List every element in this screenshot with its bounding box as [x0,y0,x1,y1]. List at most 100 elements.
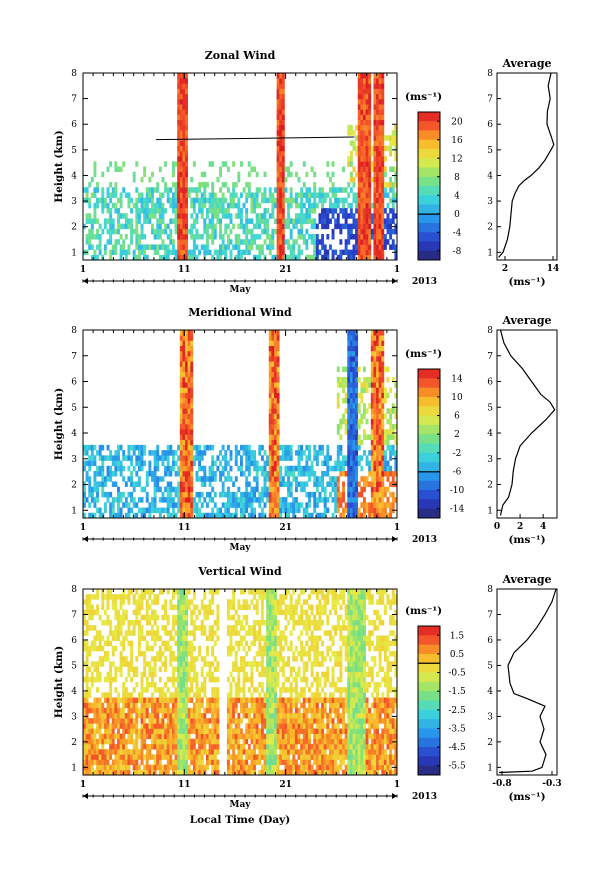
profile-y-tick-label: 6 [487,120,493,130]
profile-y-tick-label: 6 [487,636,493,646]
colorbar-tick-label: 1.5 [450,631,465,641]
profile-x-tick-label: 4 [540,522,546,532]
x-tick-label: 11 [178,265,191,275]
y-tick-label: 7 [71,95,77,105]
profile-y-tick-label: 8 [487,326,493,336]
colorbar-swatch [418,653,440,664]
colorbar-swatch [418,186,440,196]
profile-y-tick-label: 3 [487,197,493,207]
profile-x-label: (ms⁻¹) [508,276,545,288]
average-profile: Average 1 2 3 4 5 6 7 8 0 2 4 (ms⁻¹) [487,314,558,546]
month-arrow-left [83,536,88,542]
colorbar-swatch [418,490,440,500]
y-axis-label: Height (km) [53,130,65,202]
y-tick-label: 7 [71,352,77,362]
colorbar-swatch [418,635,440,646]
profile-y-tick-label: 1 [487,506,493,516]
colorbar-tick-label: -2.5 [448,706,466,716]
colorbar-swatch [418,681,440,692]
profile-y-tick-label: 2 [487,738,493,748]
x-tick-label: 21 [279,265,292,275]
plot-frame [82,72,398,261]
panel-title: Meridional Wind [188,306,292,319]
colorbar-tick-label: 10 [451,393,463,403]
colorbar-unit: (ms⁻¹) [405,91,442,103]
y-tick-label: 2 [71,481,77,491]
average-profile: Average 1 2 3 4 5 6 7 8 -0.8 -0.3 (ms⁻¹) [487,573,561,803]
wind-line [155,136,355,141]
colorbar-tick-label: -10 [450,486,465,496]
y-tick-label: 3 [71,197,77,207]
colorbar-swatch [418,471,440,482]
x-tick-label: 1 [394,265,400,275]
profile-y-tick-label: 7 [487,610,493,620]
colorbar-tick-label: 8 [454,173,460,183]
colorbar-swatch [418,765,440,776]
colorbar-swatch [418,644,440,655]
colorbar-swatch [418,369,440,379]
colorbar-tick-label: -4 [453,228,462,238]
profile-x-tick-label: -0.8 [492,779,511,789]
y-tick-label: 4 [71,687,77,697]
x-tick-label: 1 [80,780,86,790]
profile-frame [496,72,558,261]
colorbar-tick-label: 12 [451,154,462,164]
profile-y-tick-label: 6 [487,378,493,388]
colorbar-swatch [418,728,440,739]
y-tick-label: 8 [71,326,77,336]
y-tick-label: 1 [71,506,77,516]
colorbar-swatch [418,112,440,122]
colorbar-swatch [418,167,440,178]
colorbar-swatch [418,672,440,683]
x-tick-label: 1 [80,265,86,275]
profile-y-tick-label: 3 [487,455,493,465]
profile-y-tick-label: 1 [487,248,493,258]
plot-frame [82,329,398,519]
y-tick-label: 4 [71,429,77,439]
profile-x-tick-label: 2 [502,264,508,274]
colorbar-tick-label: 14 [451,374,463,384]
y-tick-label: 4 [71,171,77,181]
month-label: May [229,543,251,553]
colorbar-swatch [418,462,440,472]
profile-x-tick-label: 2 [517,522,523,532]
colorbar-frame [417,368,441,519]
colorbar-swatch [418,709,440,720]
colorbar-tick-label: -1.5 [448,687,466,697]
month-arrow-left [83,793,88,799]
y-tick-label: 3 [71,455,77,465]
colorbar: (ms⁻¹) 14 10 6 2 -2 -6 -10 -14 [405,348,465,519]
colorbar-swatch [418,480,440,491]
profile-x-tick-label: -0.3 [542,779,561,789]
colorbar-swatch [418,158,440,168]
profile-y-tick-label: 4 [487,687,493,697]
profile-x-label: (ms⁻¹) [508,534,545,546]
colorbar-tick-label: 2 [454,430,460,440]
colorbar-frame [417,111,441,261]
y-tick-label: 6 [71,636,77,646]
colorbar-tick-label: 6 [454,412,460,422]
colorbar-swatch [418,378,440,389]
colorbar-tick-label: 0.5 [450,650,465,660]
colorbar-unit: (ms⁻¹) [405,605,442,617]
colorbar-swatch [418,434,440,444]
colorbar-tick-label: 16 [451,136,463,146]
colorbar-swatch [418,213,440,224]
profile-y-tick-label: 3 [487,712,493,722]
colorbar-swatch [418,387,440,398]
colorbar-swatch [418,396,440,407]
colorbar-swatch [418,663,440,673]
profile-line [498,72,555,258]
colorbar-swatch [418,443,440,454]
colorbar-swatch [418,719,440,729]
profile-y-tick-label: 5 [487,403,493,413]
x-tick-label: 21 [279,780,292,790]
colorbar-unit: (ms⁻¹) [405,348,442,360]
profile-y-tick-label: 7 [487,95,493,105]
colorbar-swatch [418,121,440,131]
y-tick-label: 5 [71,403,77,413]
colorbar-swatch [418,195,440,205]
y-tick-label: 3 [71,712,77,722]
profile-y-tick-label: 8 [487,585,493,595]
